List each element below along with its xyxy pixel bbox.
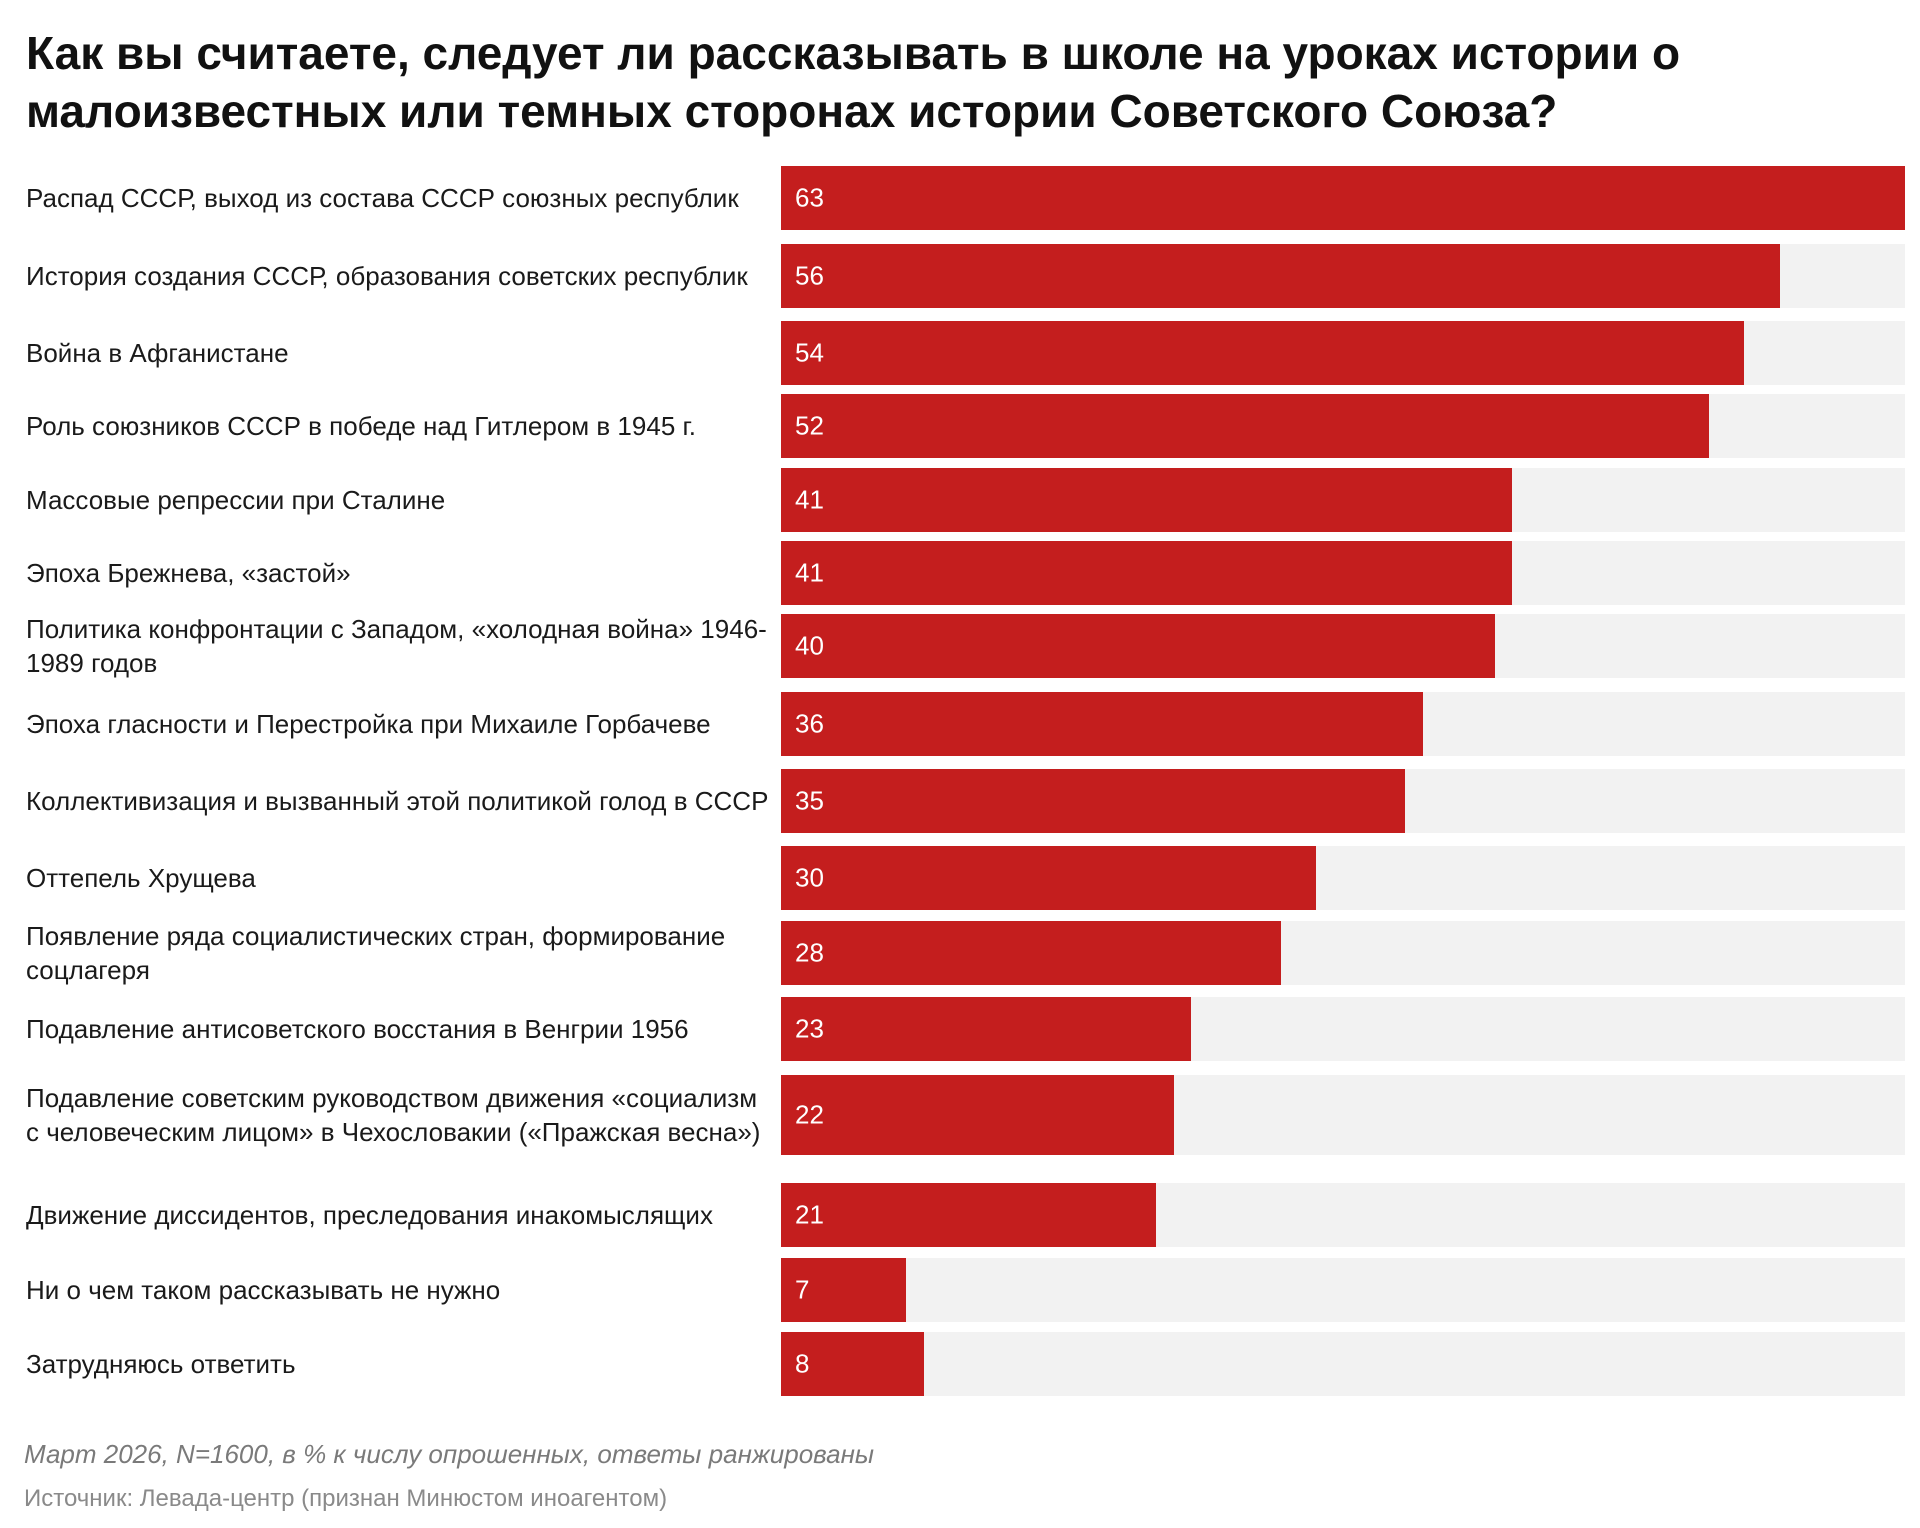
bar-row: История создания СССР, образования совет… bbox=[0, 244, 1920, 308]
bar: 36 bbox=[781, 692, 1423, 756]
value-label: 56 bbox=[795, 260, 824, 291]
bar-track: 56 bbox=[781, 244, 1905, 308]
category-label: Движение диссидентов, преследования инак… bbox=[26, 1200, 713, 1230]
value-label: 22 bbox=[795, 1099, 824, 1130]
bar-row: Эпоха Брежнева, «застой» 41 bbox=[0, 541, 1920, 605]
bar-row: Подавление антисоветского восстания в Ве… bbox=[0, 997, 1920, 1061]
bar: 23 bbox=[781, 997, 1191, 1061]
bar-track: 30 bbox=[781, 846, 1905, 910]
bar: 28 bbox=[781, 921, 1281, 985]
value-label: 54 bbox=[795, 337, 824, 368]
category-label: Затрудняюсь ответить bbox=[26, 1349, 296, 1379]
value-label: 8 bbox=[795, 1348, 810, 1379]
bar: 41 bbox=[781, 468, 1512, 532]
chart-title: Как вы считаете, следует ли рассказывать… bbox=[26, 27, 1681, 137]
bar: 56 bbox=[781, 244, 1780, 308]
category-label: История создания СССР, образования совет… bbox=[26, 261, 748, 291]
value-label: 35 bbox=[795, 785, 824, 816]
value-label: 63 bbox=[795, 182, 824, 213]
bar-row: Оттепель Хрущева 30 bbox=[0, 846, 1920, 910]
bar-track: 35 bbox=[781, 769, 1905, 833]
bar-track: 41 bbox=[781, 541, 1905, 605]
bar: 54 bbox=[781, 321, 1744, 385]
bar-track: 41 bbox=[781, 468, 1905, 532]
bar-track: 23 bbox=[781, 997, 1905, 1061]
category-label: Ни о чем таком рассказывать не нужно bbox=[26, 1275, 501, 1305]
bar-row: Подавление советским руководством движен… bbox=[0, 1075, 1920, 1155]
bar-track: 22 bbox=[781, 1075, 1905, 1155]
category-label: Появление ряда социалистических стран, ф… bbox=[26, 921, 726, 985]
bar-track: 40 bbox=[781, 614, 1905, 678]
category-label: Распад СССР, выход из состава СССР союзн… bbox=[26, 183, 739, 213]
category-label: Политика конфронтации с Западом, «холодн… bbox=[26, 614, 767, 678]
bar: 41 bbox=[781, 541, 1512, 605]
value-label: 41 bbox=[795, 484, 824, 515]
category-label: Массовые репрессии при Сталине bbox=[26, 485, 446, 515]
bar-row: Появление ряда социалистических стран, ф… bbox=[0, 921, 1920, 985]
value-label: 28 bbox=[795, 937, 824, 968]
bar-row: Роль союзников СССР в победе над Гитлеро… bbox=[0, 394, 1920, 458]
value-label: 7 bbox=[795, 1274, 810, 1305]
source-credit: Источник: Левада-центр (признан Минюстом… bbox=[24, 1485, 668, 1512]
bar: 21 bbox=[781, 1183, 1156, 1247]
bar-track: 54 bbox=[781, 321, 1905, 385]
category-label: Оттепель Хрущева bbox=[26, 863, 256, 893]
bar-track: 52 bbox=[781, 394, 1905, 458]
bar-track: 63 bbox=[781, 166, 1905, 230]
value-label: 21 bbox=[795, 1199, 824, 1230]
bar: 35 bbox=[781, 769, 1405, 833]
bar-track: 28 bbox=[781, 921, 1905, 985]
survey-note: Март 2026, N=1600, в % к числу опрошенны… bbox=[24, 1439, 875, 1469]
bar-row: Затрудняюсь ответить 8 bbox=[0, 1332, 1920, 1396]
bar-row: Политика конфронтации с Западом, «холодн… bbox=[0, 614, 1920, 678]
bar-row: Распад СССР, выход из состава СССР союзн… bbox=[0, 166, 1920, 230]
bar: 22 bbox=[781, 1075, 1174, 1155]
bar-row: Движение диссидентов, преследования инак… bbox=[0, 1183, 1920, 1247]
value-label: 41 bbox=[795, 557, 824, 588]
bar-track: 36 bbox=[781, 692, 1905, 756]
bar-track: 7 bbox=[781, 1258, 1905, 1322]
bar: 30 bbox=[781, 846, 1316, 910]
bar-row: Война в Афганистане 54 bbox=[0, 321, 1920, 385]
category-label: Роль союзников СССР в победе над Гитлеро… bbox=[26, 411, 697, 441]
category-label: Подавление советским руководством движен… bbox=[26, 1083, 761, 1147]
bar: 40 bbox=[781, 614, 1495, 678]
bar: 52 bbox=[781, 394, 1709, 458]
category-label: Война в Афганистане bbox=[26, 338, 289, 368]
bar: 8 bbox=[781, 1332, 924, 1396]
bar-row: Ни о чем таком рассказывать не нужно 7 bbox=[0, 1258, 1920, 1322]
bar: 63 bbox=[781, 166, 1905, 230]
value-label: 36 bbox=[795, 708, 824, 739]
bar-track: 21 bbox=[781, 1183, 1905, 1247]
bar: 7 bbox=[781, 1258, 906, 1322]
value-label: 23 bbox=[795, 1013, 824, 1044]
category-label: Эпоха гласности и Перестройка при Михаил… bbox=[26, 709, 711, 739]
bar-row: Коллективизация и вызванный этой политик… bbox=[0, 769, 1920, 833]
category-label: Эпоха Брежнева, «застой» bbox=[26, 558, 351, 588]
bar-row: Массовые репрессии при Сталине 41 bbox=[0, 468, 1920, 532]
bar-track: 8 bbox=[781, 1332, 1905, 1396]
category-label: Подавление антисоветского восстания в Ве… bbox=[26, 1014, 689, 1044]
value-label: 40 bbox=[795, 630, 824, 661]
value-label: 52 bbox=[795, 410, 824, 441]
bar-row: Эпоха гласности и Перестройка при Михаил… bbox=[0, 692, 1920, 756]
category-label: Коллективизация и вызванный этой политик… bbox=[26, 786, 769, 816]
value-label: 30 bbox=[795, 862, 824, 893]
